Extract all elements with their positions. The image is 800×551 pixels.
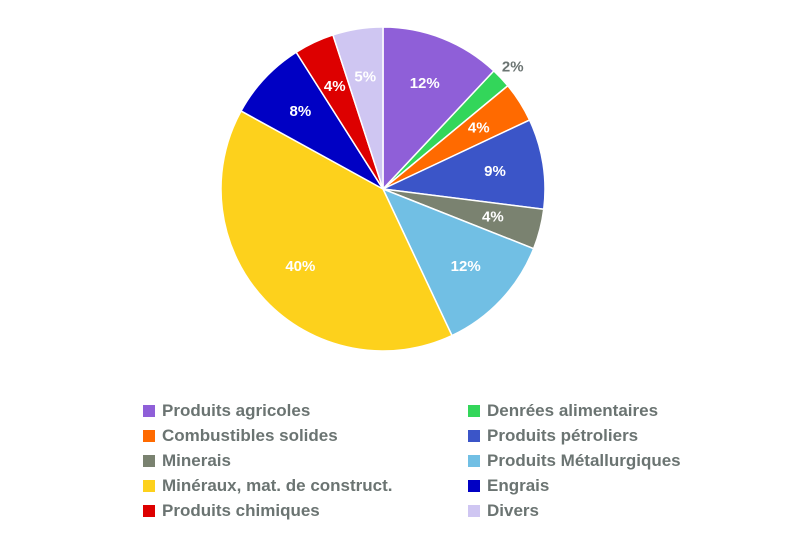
pie-slice-mineraux-mat-de-construct bbox=[220, 109, 453, 352]
legend-label: Divers bbox=[487, 500, 539, 520]
data-label-mineraux-mat-de-construct: 40% bbox=[285, 258, 315, 275]
legend-swatch bbox=[468, 504, 480, 517]
legend-item-produits-petroliers: Produits pétroliers bbox=[468, 425, 743, 446]
legend-label: Produits pétroliers bbox=[487, 425, 639, 445]
pie-slice-divers bbox=[331, 26, 384, 190]
legend-swatch bbox=[143, 504, 155, 517]
data-label-minerais: 4% bbox=[482, 209, 504, 226]
legend-swatch bbox=[468, 454, 480, 467]
legend-item-produits-metallurgiques: Produits Métallurgiques bbox=[468, 450, 743, 471]
legend-label: Denrées alimentaires bbox=[487, 400, 659, 420]
data-label-produits-agricoles: 12% bbox=[410, 75, 440, 92]
data-label-produits-petroliers: 9% bbox=[484, 163, 506, 180]
legend-item-engrais: Engrais bbox=[468, 475, 743, 496]
legend-swatch bbox=[143, 429, 155, 442]
legend-item-minerais: Minerais bbox=[143, 450, 468, 471]
legend: Produits agricoles Denrées alimentaires Co… bbox=[143, 400, 743, 521]
data-label-produits-chimiques: 4% bbox=[324, 78, 346, 95]
data-label-denrees-alimentaires: 2% bbox=[502, 59, 524, 76]
legend-swatch bbox=[468, 404, 480, 417]
legend-swatch bbox=[143, 404, 155, 417]
legend-label: Combustibles solides bbox=[162, 425, 338, 445]
legend-swatch bbox=[143, 454, 155, 467]
legend-label: Produits chimiques bbox=[162, 500, 320, 520]
data-label-produits-metallurgiques: 12% bbox=[451, 258, 481, 275]
legend-item-divers: Divers bbox=[468, 500, 743, 521]
legend-swatch bbox=[143, 479, 155, 492]
legend-label: Produits agricoles bbox=[162, 400, 311, 420]
legend-swatch bbox=[468, 429, 480, 442]
pie-slice-produits-agricoles bbox=[382, 26, 495, 191]
pie-slice-produits-petroliers bbox=[380, 119, 546, 211]
legend-item-combustibles-solides: Combustibles solides bbox=[143, 425, 468, 446]
data-label-engrais: 8% bbox=[289, 103, 311, 120]
legend-label: Produits Métallurgiques bbox=[487, 450, 681, 470]
legend-label: Engrais bbox=[487, 475, 550, 495]
legend-item-denrees-alimentaires: Denrées alimentaires bbox=[468, 400, 743, 421]
data-label-divers: 5% bbox=[354, 68, 376, 85]
pie-slice-produits-metallurgiques bbox=[381, 187, 535, 337]
legend-item-produits-chimiques: Produits chimiques bbox=[143, 500, 468, 521]
legend-label: Minéraux, mat. de construct. bbox=[162, 475, 393, 495]
data-label-combustibles-solides: 4% bbox=[468, 120, 490, 137]
legend-swatch bbox=[468, 479, 480, 492]
legend-label: Minerais bbox=[162, 450, 231, 470]
legend-item-mineraux-mat-de-construct: Minéraux, mat. de construct. bbox=[143, 475, 468, 496]
legend-item-produits-agricoles: Produits agricoles bbox=[143, 400, 468, 421]
